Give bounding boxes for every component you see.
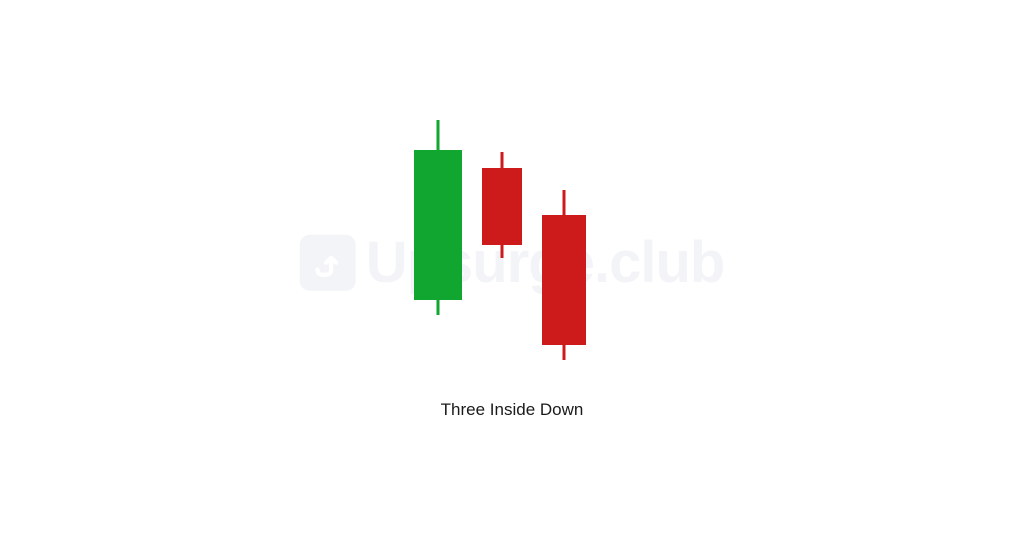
candle-body xyxy=(482,168,522,245)
pattern-caption: Three Inside Down xyxy=(0,400,1024,420)
candle-3-bearish xyxy=(542,0,586,538)
candle-body xyxy=(542,215,586,345)
candle-1-bullish xyxy=(414,0,462,538)
candle-body xyxy=(414,150,462,300)
candlestick-chart xyxy=(0,0,1024,538)
candle-2-bearish xyxy=(482,0,522,538)
